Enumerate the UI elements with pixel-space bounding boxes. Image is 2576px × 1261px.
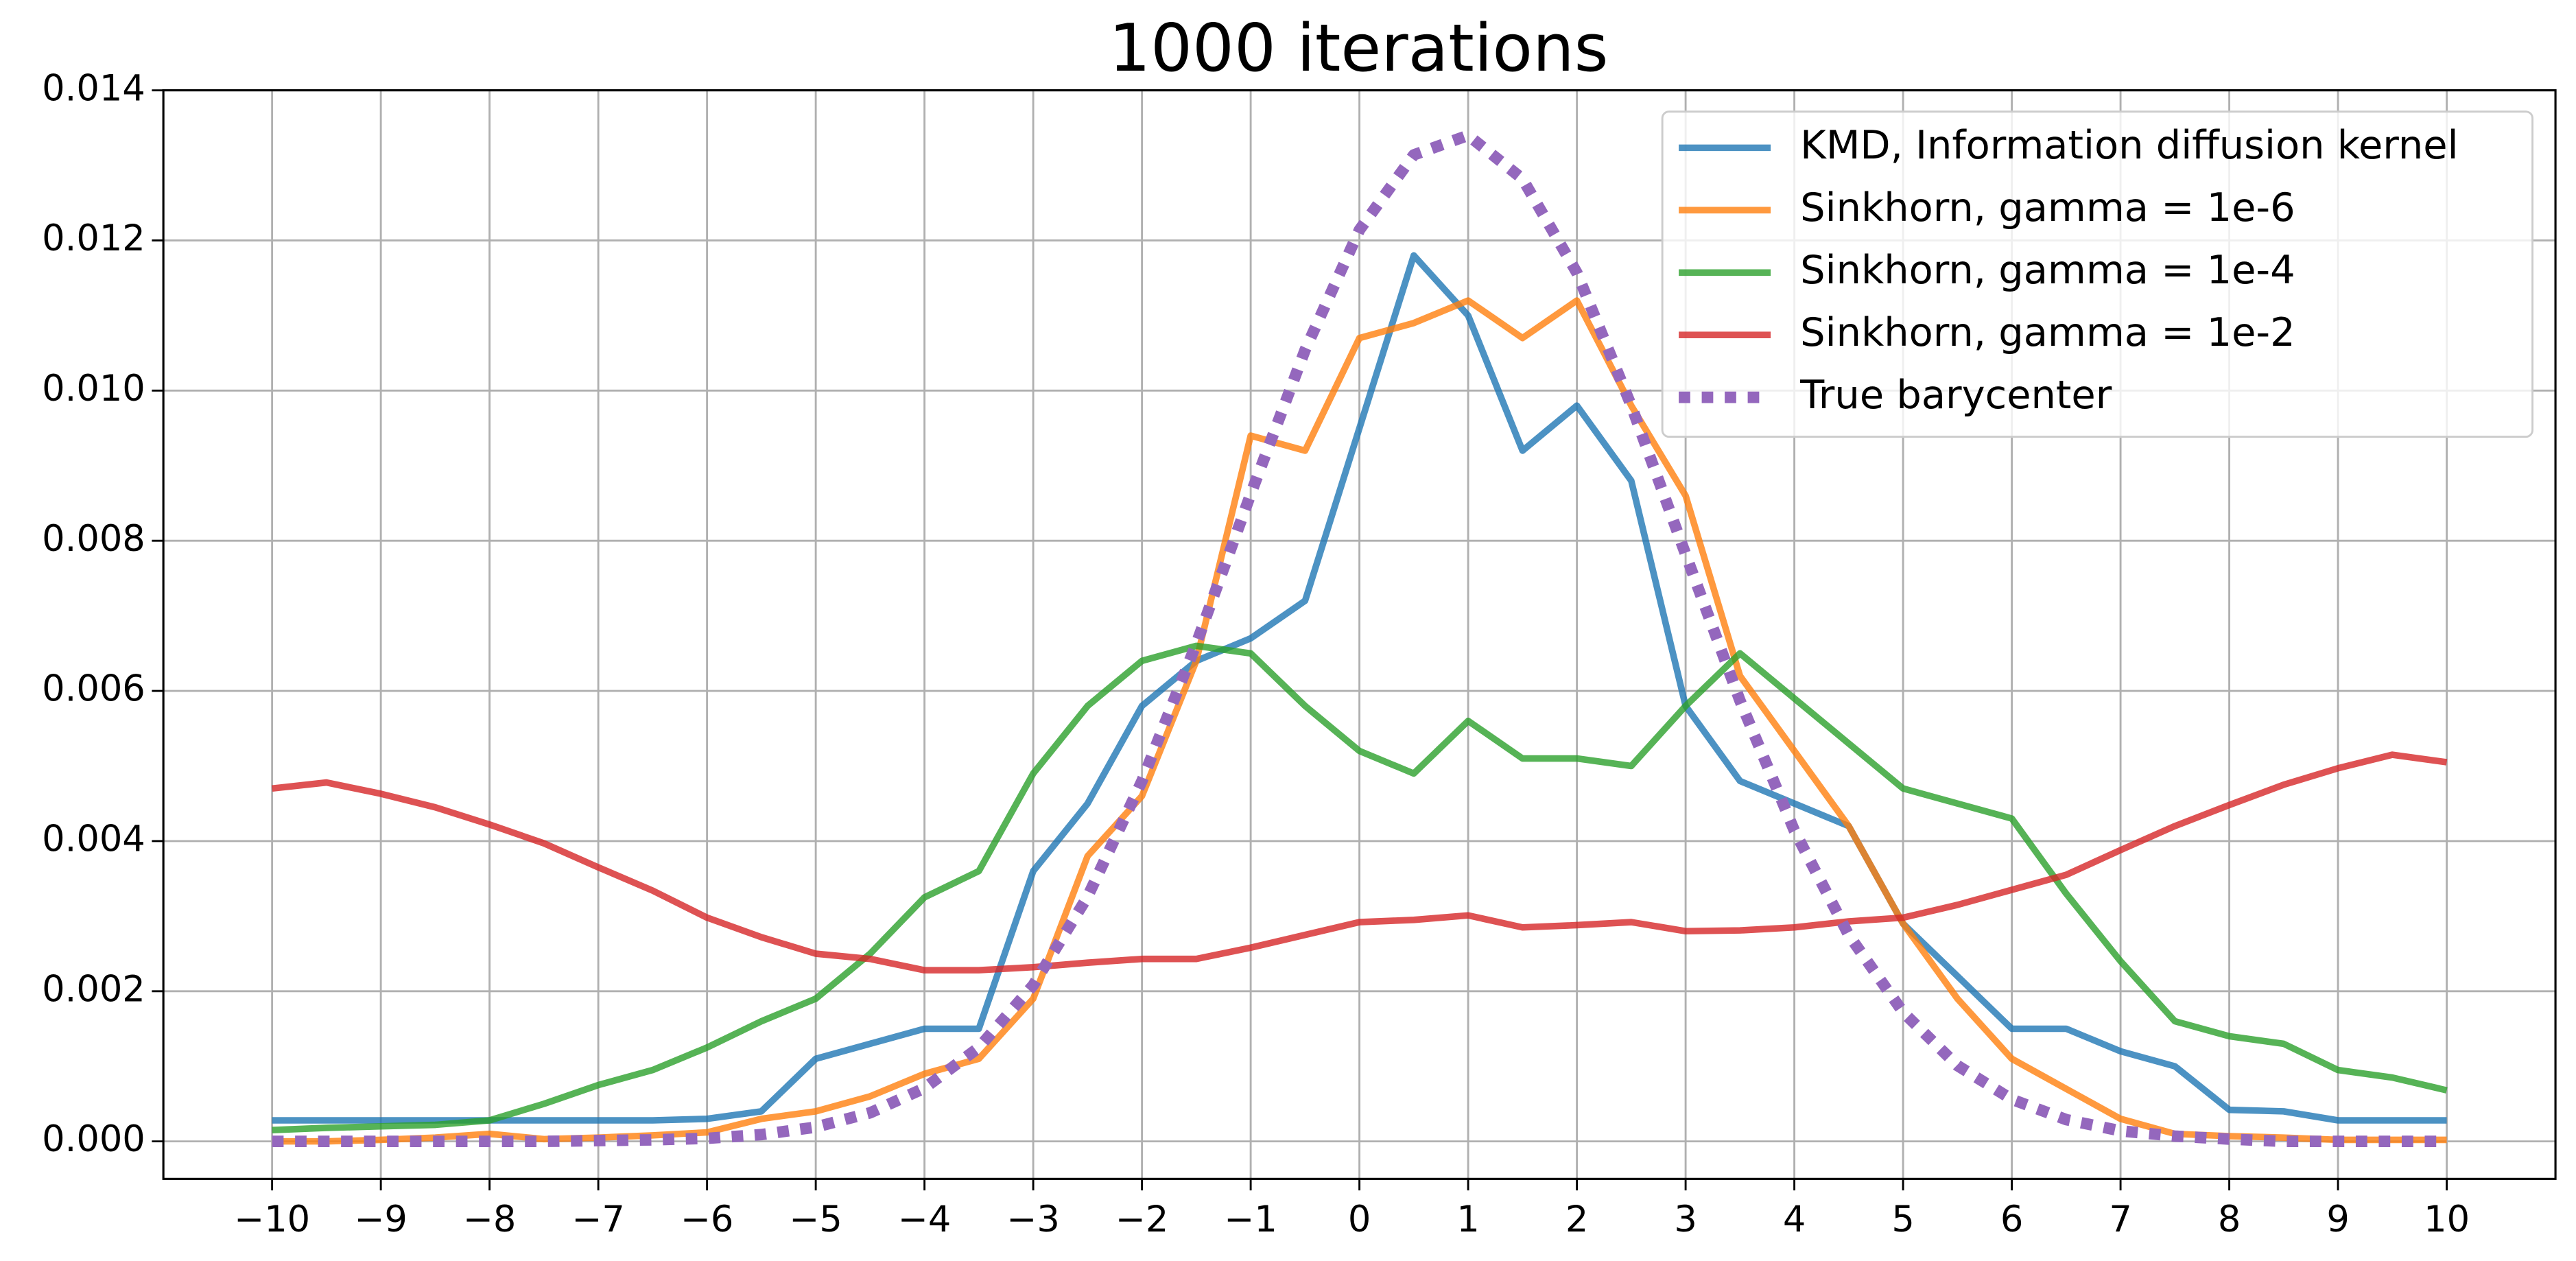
- x-tick-label: −7: [571, 1199, 625, 1240]
- plot-frame: [162, 89, 2557, 1180]
- chart-title: 1000 iterations: [1109, 10, 1608, 86]
- legend-label: KMD, Information diffusion kernel: [1800, 122, 2458, 168]
- y-tick-label: 0.002: [42, 968, 145, 1010]
- x-tick-label: 8: [2218, 1199, 2241, 1240]
- x-tick-label: −10: [234, 1199, 310, 1240]
- y-tick-label: 0.010: [42, 368, 145, 410]
- x-tick-label: 3: [1674, 1199, 1697, 1240]
- series-line: [272, 129, 2447, 1148]
- x-tick-label: 6: [2000, 1199, 2024, 1240]
- x-tick-label: −3: [1006, 1199, 1060, 1240]
- x-tick-label: 7: [2109, 1199, 2131, 1240]
- x-tick-label: −8: [463, 1199, 517, 1240]
- x-tick-label: 5: [1891, 1199, 1915, 1240]
- legend-label: True barycenter: [1799, 372, 2112, 418]
- x-tick-label: −4: [898, 1199, 952, 1240]
- x-tick-label: 0: [1348, 1199, 1371, 1240]
- x-tick-label: −5: [789, 1199, 842, 1240]
- series-line: [272, 297, 2447, 1145]
- legend-box: [1661, 110, 2534, 438]
- series-line: [272, 642, 2448, 1133]
- y-tick-label: 0.012: [42, 217, 145, 259]
- y-tick-label: 0.008: [42, 518, 145, 560]
- series-line: [272, 751, 2448, 974]
- y-tick-label: 0.014: [42, 67, 145, 109]
- x-tick-label: −6: [681, 1199, 734, 1240]
- x-tick-label: 4: [1783, 1199, 1806, 1240]
- legend-label: Sinkhorn, gamma = 1e-4: [1800, 247, 2295, 293]
- x-tick-label: 1: [1456, 1199, 1479, 1240]
- y-tick-label: 0.000: [42, 1118, 145, 1160]
- x-tick-label: −2: [1115, 1199, 1169, 1240]
- legend-label: Sinkhorn, gamma = 1e-6: [1800, 185, 2295, 231]
- x-tick-label: −1: [1224, 1199, 1277, 1240]
- x-tick-label: 10: [2424, 1199, 2470, 1240]
- y-tick-label: 0.006: [42, 668, 145, 710]
- series-line: [272, 252, 2447, 1124]
- legend-label: Sinkhorn, gamma = 1e-2: [1800, 309, 2295, 355]
- x-tick-label: −9: [354, 1199, 407, 1240]
- x-tick-label: 2: [1565, 1199, 1588, 1240]
- y-tick-label: 0.004: [42, 818, 145, 860]
- x-tick-label: 9: [2326, 1199, 2349, 1240]
